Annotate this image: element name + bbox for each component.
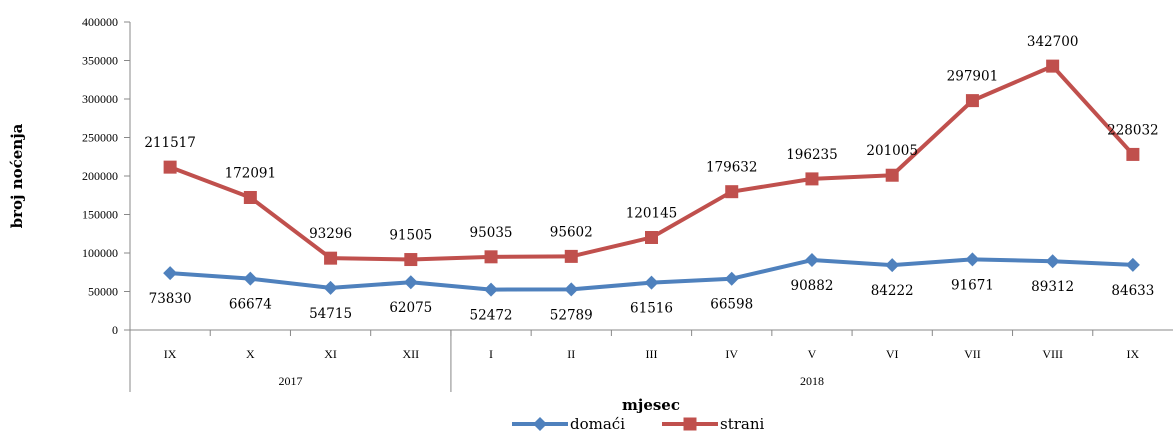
data-point-domaći	[403, 275, 418, 290]
data-label-strani: 196235	[786, 147, 838, 163]
x-tick-label: IX	[164, 347, 177, 361]
data-label-strani: 120145	[626, 205, 678, 221]
y-tick-label: 250000	[82, 131, 118, 145]
series-markers	[163, 59, 1140, 297]
data-label-domaći: 66674	[229, 297, 272, 313]
data-label-strani: 228032	[1107, 122, 1159, 138]
data-labels: 73830 66674 54715 62075 52472 52789 61516 66598…	[144, 34, 1158, 323]
data-label-domaći: 91671	[951, 277, 994, 293]
y-tick-label: 400000	[82, 15, 118, 29]
series-lines	[169, 64, 1135, 292]
x-tick-label: II	[567, 347, 575, 361]
legend-marker-strani	[683, 417, 697, 431]
data-label-strani: 179632	[706, 160, 758, 176]
data-point-domaći	[965, 252, 980, 267]
data-point-domaći	[243, 271, 258, 286]
data-point-strani	[1126, 147, 1140, 161]
data-label-domaći: 73830	[149, 291, 192, 307]
data-point-domaći	[1045, 254, 1060, 269]
data-point-domaći	[1125, 257, 1140, 272]
data-point-strani	[725, 185, 739, 199]
data-label-domaći: 61516	[630, 301, 673, 317]
data-point-strani	[163, 160, 177, 174]
x-tick-label: XI	[324, 347, 337, 361]
data-point-domaći	[163, 266, 178, 281]
data-label-domaći: 84633	[1111, 283, 1154, 299]
legend-marker-domaći	[533, 417, 547, 431]
legend-label-strani: strani	[720, 415, 764, 432]
data-label-domaći: 52789	[550, 307, 593, 323]
y-tick-label: 0	[112, 323, 118, 337]
y-tick-label: 100000	[82, 246, 118, 260]
data-label-strani: 93296	[309, 226, 352, 242]
x-axis-title: mjesec	[622, 396, 680, 414]
y-tick-label: 350000	[82, 54, 118, 68]
data-label-strani: 91505	[389, 228, 432, 244]
legend: domaći strani	[512, 415, 764, 432]
x-tick-label: III	[646, 347, 658, 361]
data-point-strani	[484, 250, 498, 264]
data-label-strani: 297901	[947, 69, 999, 85]
data-label-domaći: 66598	[710, 297, 753, 313]
data-point-strani	[324, 251, 338, 265]
data-label-domaći: 84222	[871, 283, 914, 299]
data-point-domaći	[484, 282, 499, 297]
legend-label-domaći: domaći	[570, 415, 625, 432]
data-label-domaći: 90882	[790, 278, 833, 294]
data-point-strani	[645, 230, 658, 244]
data-point-strani	[564, 249, 578, 263]
data-label-strani: 342700	[1027, 34, 1079, 50]
x-tick-label: VIII	[1042, 347, 1063, 361]
y-axis-title: broj noćenja	[8, 123, 26, 228]
data-point-domaći	[323, 280, 338, 295]
x-tick-label: V	[808, 347, 817, 361]
data-label-strani: 95602	[550, 224, 593, 240]
x-tick-label: IV	[725, 347, 738, 361]
x-tick-label: VII	[964, 347, 981, 361]
data-label-strani: 201005	[866, 143, 918, 159]
data-point-domaći	[885, 258, 900, 273]
data-point-domaći	[644, 275, 659, 290]
data-label-domaći: 89312	[1031, 279, 1074, 295]
data-label-domaći: 62075	[389, 300, 432, 316]
data-point-strani	[965, 94, 979, 108]
x-tick-label: XII	[402, 347, 419, 361]
data-label-domaći: 52472	[470, 308, 513, 324]
y-tick-label: 200000	[82, 169, 118, 183]
data-point-domaći	[564, 282, 579, 297]
year-label: 2017	[278, 374, 302, 388]
x-tick-label: VI	[886, 347, 899, 361]
data-point-domaći	[804, 253, 819, 268]
data-point-domaći	[724, 271, 739, 286]
y-axis-ticks: 0 50000 100000 150000 200000 250000 300000 3500…	[82, 15, 130, 337]
data-point-strani	[1046, 59, 1060, 73]
data-label-strani: 211517	[144, 135, 196, 151]
y-tick-label: 300000	[82, 92, 118, 106]
x-tick-label: X	[246, 347, 255, 361]
x-tick-label: IX	[1127, 347, 1140, 361]
data-label-strani: 95035	[470, 225, 513, 241]
x-axis-ticks: IX X XI XII I II III IV V VI VII VIII IX	[129, 330, 1140, 361]
data-point-strani	[243, 190, 257, 204]
data-point-strani	[885, 168, 899, 182]
year-group-labels: 2017 2018	[278, 330, 824, 392]
y-tick-label: 150000	[82, 208, 118, 222]
data-label-domaći: 54715	[309, 306, 352, 322]
data-point-strani	[805, 172, 819, 186]
data-label-strani: 172091	[225, 165, 277, 181]
data-point-strani	[404, 253, 418, 267]
year-label: 2018	[800, 374, 824, 388]
y-tick-label: 50000	[88, 285, 118, 299]
x-tick-label: I	[489, 347, 493, 361]
